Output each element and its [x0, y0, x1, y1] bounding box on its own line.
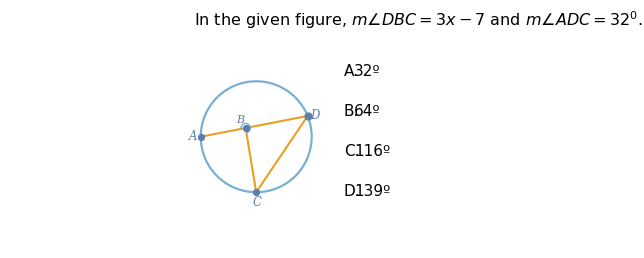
Text: B: B [236, 115, 244, 125]
Point [303, 114, 313, 118]
Text: In the given figure, $m\angle DBC = 3x - 7$ and $m\angle ADC = 32^{0}$. Find the: In the given figure, $m\angle DBC = 3x -… [194, 8, 644, 31]
Point [196, 135, 206, 139]
Text: B.: B. [344, 104, 359, 119]
Text: D: D [310, 109, 319, 122]
Text: 139º: 139º [354, 184, 391, 199]
Text: C: C [252, 196, 261, 209]
Text: A: A [189, 130, 198, 143]
Text: D.: D. [344, 184, 361, 199]
Text: A.: A. [344, 64, 359, 79]
Text: C.: C. [344, 144, 359, 159]
Point [240, 126, 251, 130]
Text: 116º: 116º [354, 144, 390, 159]
Text: 32º: 32º [354, 64, 381, 79]
Point [251, 190, 261, 194]
Text: 64º: 64º [354, 104, 381, 119]
